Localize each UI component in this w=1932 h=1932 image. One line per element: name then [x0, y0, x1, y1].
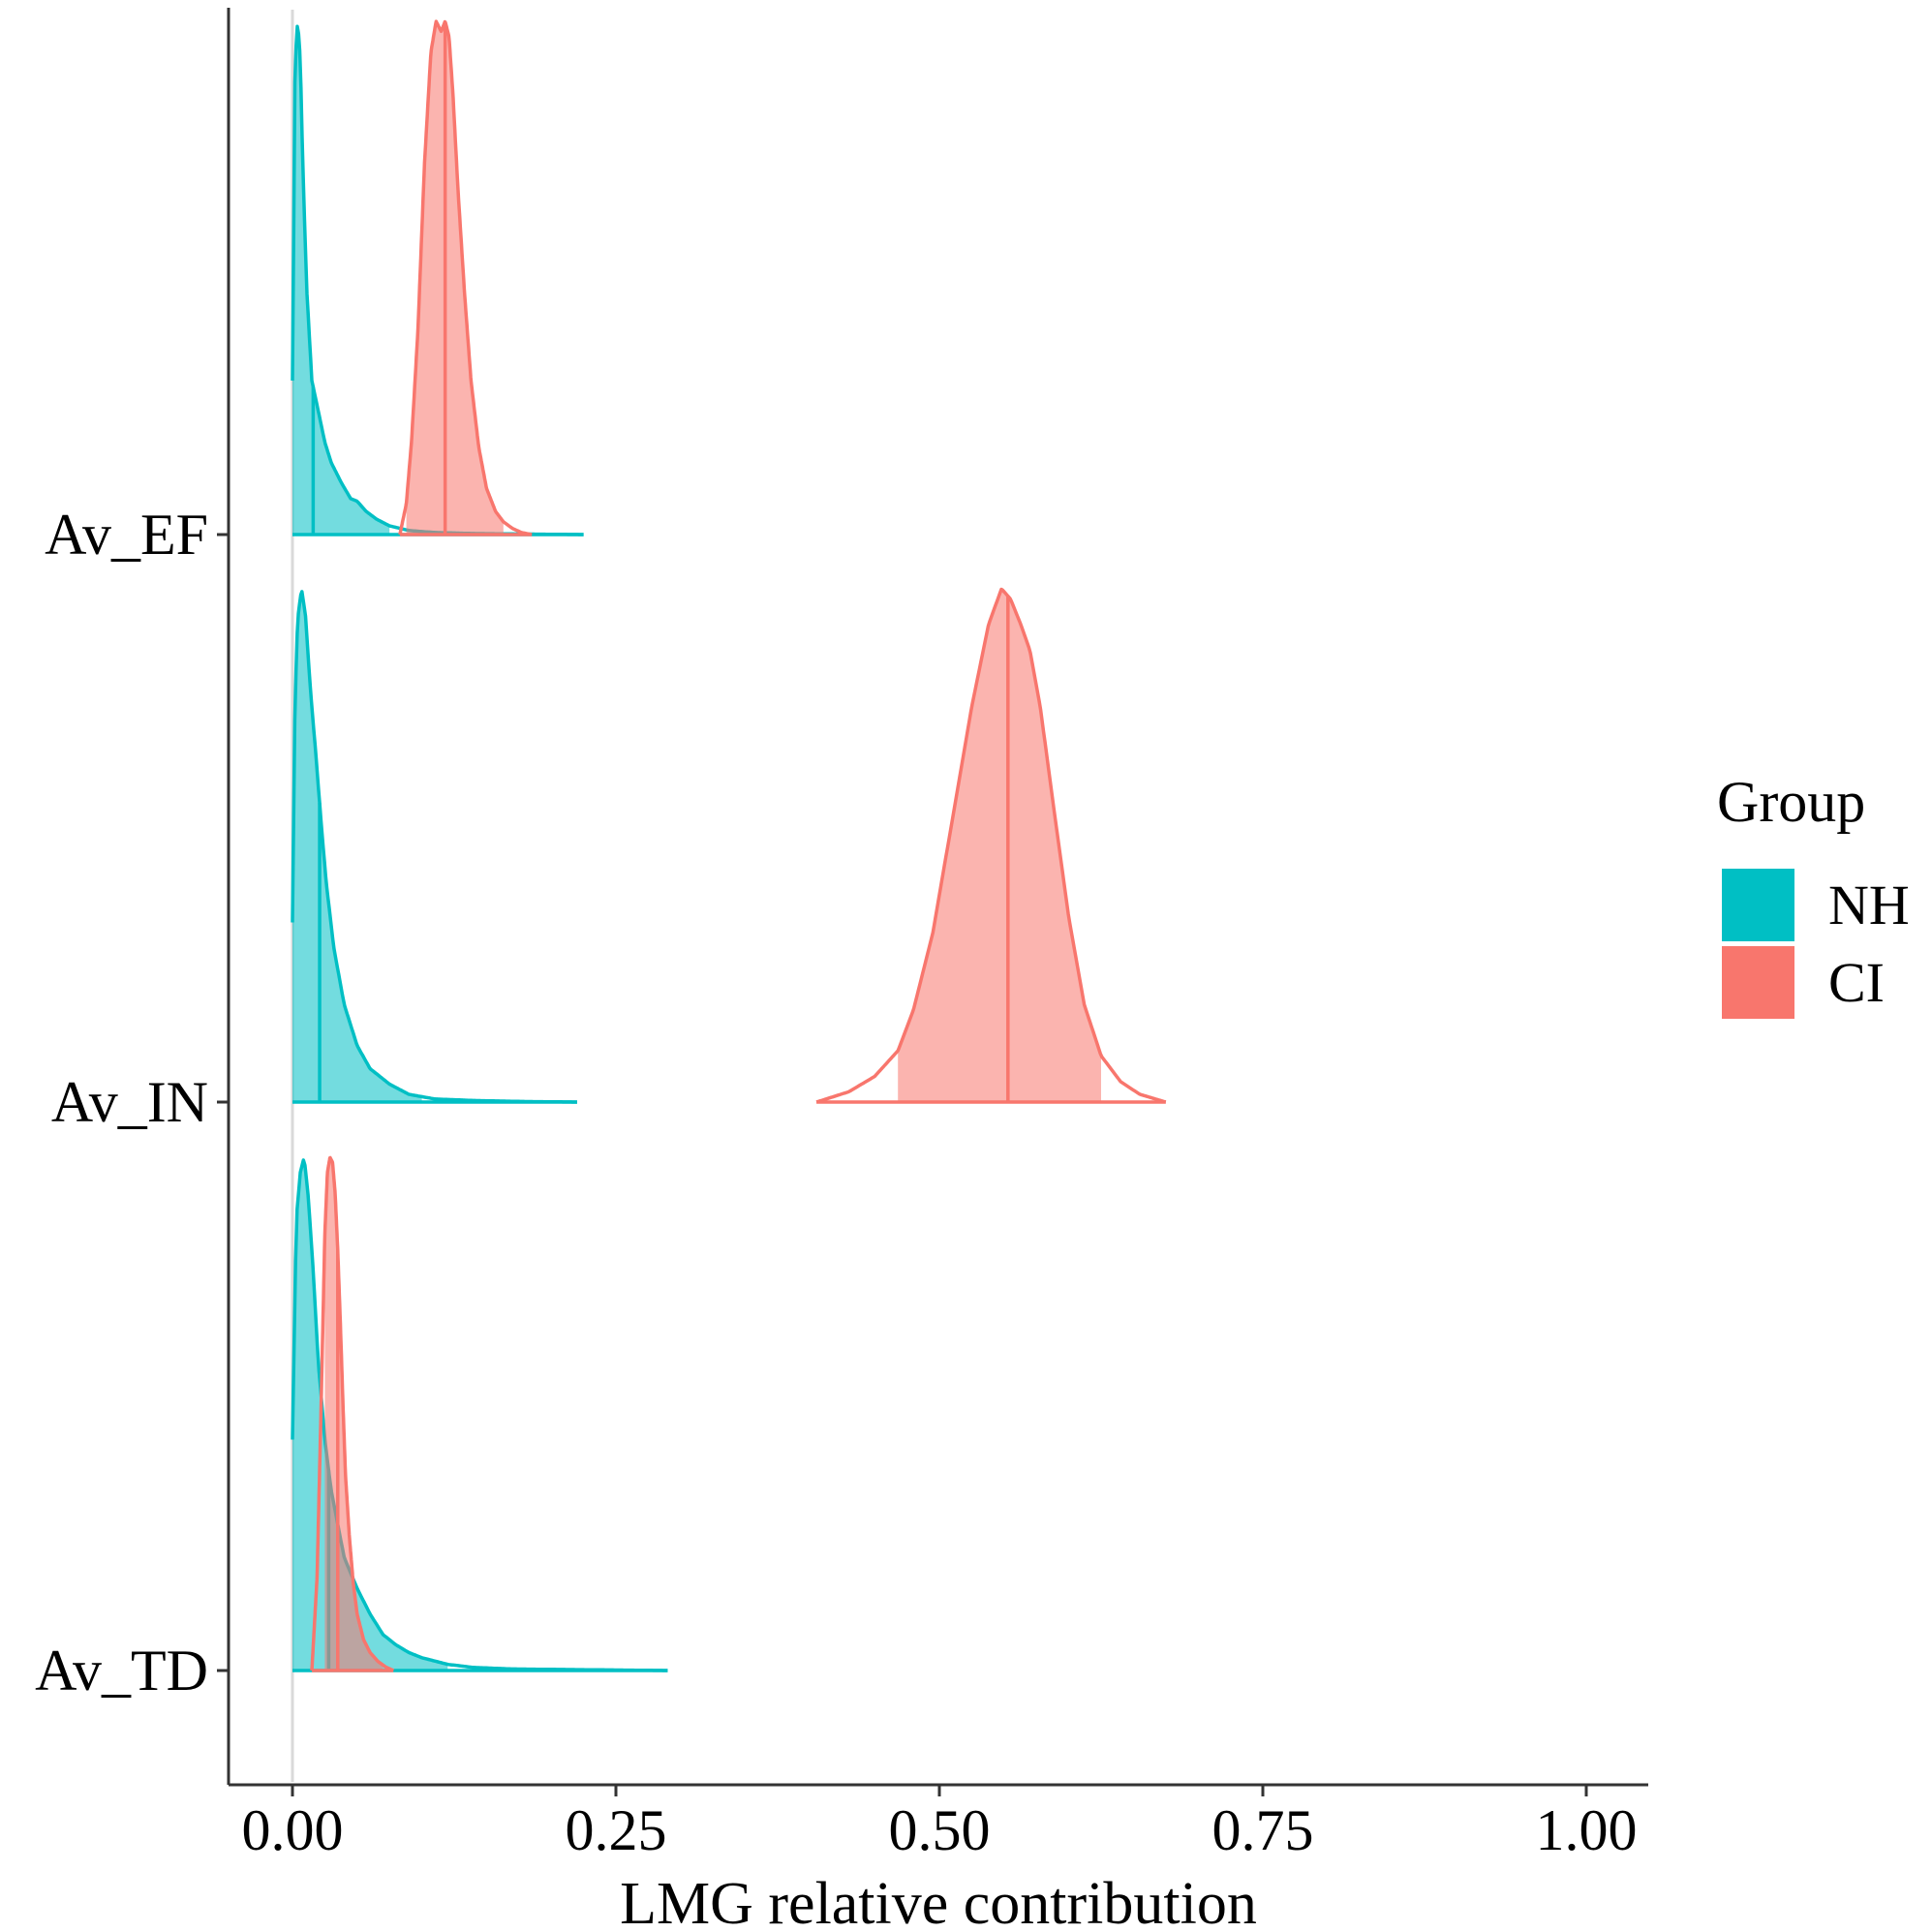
ridge-outline-CI-Av_EF	[398, 19, 534, 537]
legend-label-CI: CI	[1828, 951, 1885, 1014]
ridge-NH-Av_IN	[291, 590, 578, 1104]
legend: Group NH CI	[1717, 770, 1910, 1019]
ridge-CI-Av_IN	[815, 587, 1167, 1104]
x-tick-label-1.00: 1.00	[1536, 1798, 1638, 1862]
x-tick-label-0.00: 0.00	[242, 1798, 344, 1862]
ridge-fill-CI-Av_EF	[406, 21, 504, 536]
x-tick-label-0.50: 0.50	[889, 1798, 991, 1862]
x-tick-label-0.25: 0.25	[566, 1798, 667, 1862]
y-axis-ticks: Av_EF Av_IN Av_TD	[35, 503, 229, 1702]
legend-label-NH: NH	[1828, 874, 1910, 936]
y-tick-label-Av_TD: Av_TD	[35, 1639, 208, 1702]
ridge-CI-Av_TD	[310, 1155, 395, 1672]
axes: Av_EF Av_IN Av_TD 0.00 0.25 0.50 0.75 1.00 LMG…	[35, 8, 1648, 1932]
y-tick-label-Av_IN: Av_IN	[51, 1070, 208, 1134]
ridge-fill-NH-Av_IN	[292, 591, 422, 1102]
legend-swatch-CI	[1722, 946, 1794, 1019]
ridge-fill-CI-Av_IN	[898, 589, 1101, 1102]
legend-entries: NH CI	[1722, 869, 1910, 1019]
legend-swatch-NH	[1722, 869, 1794, 941]
ridge-outline-CI-Av_IN	[815, 587, 1167, 1104]
ridge-CI-Av_EF	[398, 19, 534, 537]
x-axis-title: LMG relative contribution	[620, 1871, 1257, 1932]
legend-title: Group	[1717, 770, 1865, 834]
density-ridges	[291, 19, 1167, 1672]
x-axis-ticks: 0.00 0.25 0.50 0.75 1.00	[242, 1785, 1638, 1862]
x-tick-label-0.75: 0.75	[1212, 1798, 1314, 1862]
y-tick-label-Av_EF: Av_EF	[45, 503, 208, 567]
ridge-outline-CI-Av_TD	[310, 1155, 395, 1672]
